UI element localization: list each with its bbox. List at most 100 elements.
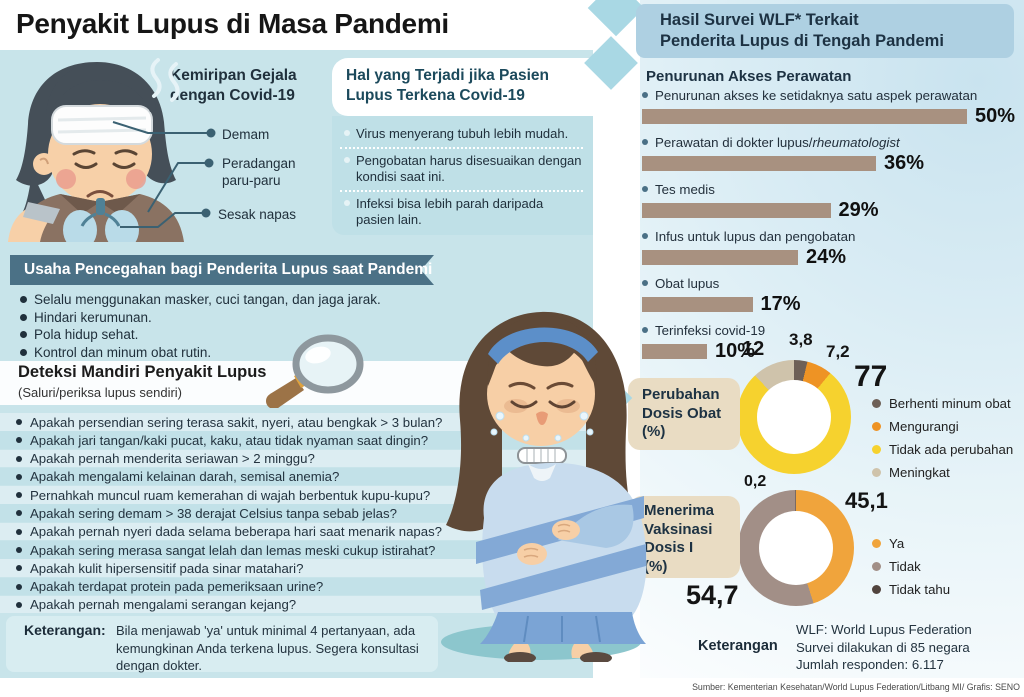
legend-label: Tidak [889, 559, 921, 574]
question-row: Apakah persendian sering terasa sakit, n… [0, 413, 593, 431]
bar-value: 36% [884, 152, 925, 174]
access-chart-title: Penurunan Akses Perawatan [646, 68, 852, 85]
similarity-title: Kemiripan Gejala dengan Covid-19 [170, 67, 297, 104]
source-credit: Sumber: Kementerian Kesehatan/World Lupu… [692, 682, 1020, 692]
covid-effects-title: Hal yang Terjadi jika Pasien Lupus Terke… [346, 67, 550, 104]
donut-hole [759, 511, 833, 585]
covid-effects-card-header [332, 58, 593, 116]
question-row: Apakah terdapat protein pada pemeriksaan… [0, 577, 593, 596]
legend-label: Mengurangi [889, 419, 959, 434]
prevention-item: Pola hidup sehat. [18, 328, 438, 346]
legend-dot [872, 585, 881, 594]
bar-row: 17% [642, 294, 1022, 314]
legend-item: Meningkat [872, 465, 1013, 480]
bar-category-label: Obat lupus [642, 276, 1022, 292]
bullet-dot [642, 186, 648, 192]
page-title: Penyakit Lupus di Masa Pandemi [16, 8, 449, 39]
prevention-item: Kontrol dan minum obat rutin. [18, 345, 438, 364]
bar-label-text: Terinfeksi covid-19 [655, 323, 766, 338]
bar-label-text: Obat lupus [655, 276, 720, 291]
bar-row: 36% [642, 153, 1022, 173]
symptom-label-sesak: Sesak napas [218, 207, 297, 222]
legend-item: Mengurangi [872, 419, 1013, 434]
value-label: 0,2 [744, 473, 767, 490]
legend-label: Berhenti minum obat [889, 396, 1011, 411]
right-note-line: WLF: World Lupus Federation [796, 622, 972, 637]
legend-dot [872, 422, 881, 431]
legend-item: Tidak [872, 559, 950, 574]
legend-dot [872, 539, 881, 548]
legend-item: Tidak tahu [872, 582, 950, 597]
legend-label: Ya [889, 536, 905, 551]
covid-effect-item: Infeksi bisa lebih parah daripada pasien… [340, 192, 583, 233]
bar-category-label: Penurunan akses ke setidaknya satu aspek… [642, 88, 1022, 104]
legend-item: Berhenti minum obat [872, 396, 1013, 411]
question-row: Apakah mengalami kelainan darah, semisal… [0, 467, 593, 486]
bar-row: 50% [642, 106, 1022, 126]
legend-label: Tidak ada perubahan [889, 442, 1014, 457]
legend-dot [872, 399, 881, 408]
bar [642, 108, 967, 124]
symptom-label-demam: Demam [222, 127, 270, 142]
bar-value: 24% [806, 246, 847, 268]
bar-value: 10% [715, 340, 756, 362]
value-label: 45,1 [845, 488, 888, 513]
prevention-banner [10, 255, 434, 285]
value-label: 54,7 [686, 580, 739, 610]
bar-label-text: Tes medis [655, 182, 715, 197]
covid-effect-item: Virus menyerang tubuh lebih mudah. [340, 122, 583, 149]
question-row: Apakah sering merasa sangat lelah dan le… [0, 541, 593, 559]
question-row: Apakah pernah nyeri dada selama beberapa… [0, 522, 593, 541]
bar-value: 50% [975, 105, 1016, 127]
survey-title: Hasil Survei WLF* Terkait Penderita Lupu… [660, 11, 944, 50]
value-label: 12 [742, 338, 765, 360]
legend-dot [872, 468, 881, 477]
question-row: Apakah pernah mengalami serangan kejang? [0, 595, 593, 614]
dose-chart-legend: Berhenti minum obat Mengurangi Tidak ada p… [872, 396, 1013, 488]
symptom-label-peradangan: Peradangan paru-paru [222, 156, 296, 188]
bar-label-italic: rheumatologist [812, 135, 900, 150]
question-row: Pernahkah muncul ruam kemerahan di wajah… [0, 486, 593, 504]
sick-person-illustration [8, 58, 184, 242]
crying-girl-illustration [441, 311, 647, 662]
bar [642, 249, 798, 265]
left-note-text: Bila menjawab 'ya' untuk minimal 4 perta… [116, 622, 426, 675]
prevention-item: Hindari kerumunan. [18, 310, 438, 329]
access-bar-chart: Penurunan akses ke setidaknya satu aspek… [642, 88, 1022, 370]
legend-dot [872, 445, 881, 454]
bar-category-label: Infus untuk lupus dan pengobatan [642, 229, 1022, 245]
bar [642, 155, 876, 171]
left-note-line: kemungkinan Anda terkena lupus. Segera k… [116, 640, 419, 656]
left-note-line: Bila menjawab 'ya' untuk minimal 4 perta… [116, 623, 416, 638]
prevention-item: Selalu menggunakan masker, cuci tangan, … [18, 293, 438, 311]
bar-row: 10% [642, 341, 1022, 361]
bar-category-label: Perawatan di dokter lupus/rheumatologist [642, 135, 1022, 151]
legend-item: Ya [872, 536, 950, 551]
bullet-dot [642, 139, 648, 145]
bar-category-label: Tes medis [642, 182, 1022, 198]
self-check-questions: Apakah persendian sering terasa sakit, n… [0, 413, 593, 614]
bar-chart-row: Penurunan akses ke setidaknya satu aspek… [642, 88, 1022, 126]
legend-item: Tidak ada perubahan [872, 442, 1013, 457]
bar-label-text: Infus untuk lupus dan pengobatan [655, 229, 856, 244]
value-label: 7,2 [826, 342, 850, 361]
bar-chart-row: Terinfeksi covid-19 10% [642, 323, 1022, 361]
right-note-text: WLF: World Lupus Federation Survei dilaku… [796, 621, 972, 674]
magnifier-icon [266, 334, 364, 408]
bar-chart-row: Infus untuk lupus dan pengobatan 24% [642, 229, 1022, 267]
vaccine-chart-label-box [630, 496, 740, 578]
dose-chart-label-box [628, 378, 740, 450]
bar-value: 17% [760, 293, 801, 315]
bar [642, 343, 707, 359]
covid-effects-list: Virus menyerang tubuh lebih mudah. Pengob… [332, 116, 593, 235]
left-note-label: Keterangan: [24, 622, 106, 638]
bar-chart-row: Tes medis 29% [642, 182, 1022, 220]
left-note-box [6, 616, 438, 672]
prevention-title: Usaha Pencegahan bagi Penderita Lupus sa… [24, 261, 433, 278]
bar-chart-row: Perawatan di dokter lupus/rheumatologist… [642, 135, 1022, 173]
question-row: Apakah kulit hipersensitif pada sinar ma… [0, 559, 593, 577]
bullet-dot [642, 233, 648, 239]
bullet-dot [642, 280, 648, 286]
self-check-title: Deteksi Mandiri Penyakit Lupus [18, 363, 267, 381]
